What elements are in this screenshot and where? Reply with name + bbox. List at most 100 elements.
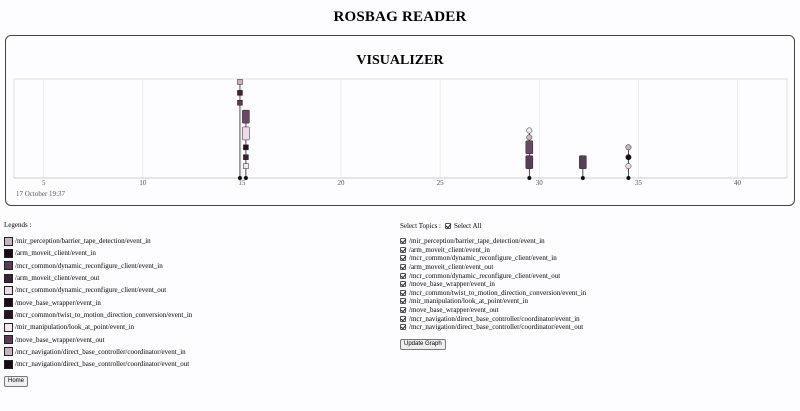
legend-swatch (4, 322, 13, 332)
legend-item: /mcr_common/dynamic_reconfigure_client/e… (4, 260, 192, 272)
legend-swatch (4, 248, 13, 258)
x-tick-label: 20 (338, 179, 346, 187)
legend-swatch (4, 261, 13, 271)
topic-label: /mcr_navigation/direct_base_controller/c… (409, 314, 580, 323)
select-topics-row: Select Topics : Select All (400, 222, 586, 230)
event-bar (242, 126, 250, 141)
event-marker (237, 100, 243, 106)
legend-label: /move_base_wrapper/event_in (15, 298, 101, 307)
legend-item: /move_base_wrapper/event_in (4, 296, 192, 308)
topic-item[interactable]: /mcr_common/dynamic_reconfigure_client/e… (400, 254, 586, 263)
legend-swatch (4, 347, 13, 357)
event-marker (243, 144, 249, 151)
event-bar (525, 155, 534, 169)
legend-item: /mir_perception/barrier_tape_detection/e… (4, 235, 192, 247)
event-dot (625, 154, 632, 161)
legend-swatch (4, 310, 13, 320)
topic-label: /move_base_wrapper/event_out (409, 306, 499, 315)
event-base-dot (580, 176, 585, 180)
legend-label: /mcr_common/dynamic_reconfigure_client/e… (15, 261, 163, 270)
event-marker (237, 90, 243, 96)
legend-item: /mcr_navigation/direct_base_controller/c… (4, 346, 192, 358)
topic-item[interactable]: /arm_moveit_client/event_out (400, 263, 586, 272)
legend-item: /mcr_common/dynamic_reconfigure_client/e… (4, 284, 192, 296)
event-bar (579, 155, 587, 169)
legend-item: /move_base_wrapper/event_out (4, 333, 192, 345)
legend-label: /mcr_common/dynamic_reconfigure_client/e… (15, 286, 167, 295)
topic-item[interactable]: /mir_manipulation/look_at_point/event_in (400, 297, 586, 306)
update-graph-button[interactable]: Update Graph (400, 339, 446, 350)
event-marker (243, 154, 249, 160)
legends-title: Legends : (4, 221, 32, 229)
topic-item[interactable]: /mcr_common/dynamic_reconfigure_client/e… (400, 271, 586, 280)
topic-item[interactable]: /arm_moveit_client/event_in (400, 246, 586, 255)
event-base-dot (527, 176, 532, 180)
visualizer-title: VISUALIZER (356, 53, 444, 68)
topic-checkbox[interactable] (400, 281, 406, 288)
x-tick-label: 35 (635, 179, 643, 187)
legend-label: /mcr_navigation/direct_base_controller/c… (15, 360, 190, 369)
topic-item[interactable]: /mcr_navigation/direct_base_controller/c… (400, 323, 586, 332)
legend-swatch (4, 298, 13, 308)
legend-swatch (4, 335, 13, 345)
legend-label: /mcr_common/twist_to_motion_direction_co… (15, 310, 193, 319)
topic-label: /arm_moveit_client/event_in (409, 245, 490, 254)
topic-label: /mcr_common/dynamic_reconfigure_client/e… (409, 271, 561, 280)
topic-label: /move_base_wrapper/event_in (409, 280, 495, 289)
page-title: ROSBAG READER (333, 9, 467, 25)
event-dot (526, 134, 533, 141)
legends-section: Legends : /mir_perception/barrier_tape_d… (4, 221, 192, 370)
legend-label: /arm_moveit_client/event_out (15, 274, 100, 283)
select-all-label[interactable]: Select All (454, 222, 482, 230)
legend-swatch (4, 273, 13, 283)
legend-item: /mir_manipulation/look_at_point/event_in (4, 321, 192, 333)
home-button[interactable]: Home (4, 376, 29, 387)
timeline-chart[interactable]: 5 10 15 20 25 30 35 40 17 October 19:37 (6, 36, 794, 205)
legend-item: /arm_moveit_client/event_in (4, 247, 192, 259)
timeline-date-label: 17 October 19:37 (16, 190, 65, 198)
event-dot (625, 163, 632, 170)
legends-list: /mir_perception/barrier_tape_detection/e… (4, 235, 192, 370)
topic-label: /mir_manipulation/look_at_point/event_in (409, 297, 528, 306)
topic-checkbox[interactable] (400, 238, 406, 245)
topic-item[interactable]: /move_base_wrapper/event_out (400, 306, 586, 315)
event-bar (242, 109, 250, 124)
topic-item[interactable]: /mcr_common/twist_to_motion_direction_co… (400, 289, 586, 298)
visualizer-panel: VISUALIZER 5 10 15 20 25 30 35 40 17 October 19… (5, 35, 795, 206)
topic-checkbox[interactable] (400, 298, 406, 305)
event-bar (525, 140, 534, 155)
topic-checkbox[interactable] (400, 315, 406, 322)
topic-checkbox[interactable] (400, 272, 406, 279)
timeline-events (237, 79, 632, 170)
topic-label: /mcr_navigation/direct_base_controller/c… (409, 323, 584, 332)
timeline-grid (14, 79, 787, 179)
x-tick-label: 30 (536, 179, 544, 187)
event-base-dot (626, 176, 631, 180)
topic-item[interactable]: /mcr_navigation/direct_base_controller/c… (400, 314, 586, 323)
event-marker (237, 79, 243, 85)
legend-item: /arm_moveit_client/event_out (4, 272, 192, 284)
event-base-dot (237, 176, 242, 180)
event-dot (625, 144, 632, 151)
legend-label: /mir_manipulation/look_at_point/event_in (15, 323, 134, 332)
legend-label: /arm_moveit_client/event_in (15, 249, 96, 258)
topic-checkbox[interactable] (400, 307, 406, 314)
select-all-checkbox[interactable] (445, 223, 451, 229)
topic-checkbox[interactable] (400, 255, 406, 262)
timeline-ticks: 5 10 15 20 25 30 35 40 (42, 179, 741, 187)
select-topics-label: Select Topics : (400, 222, 441, 230)
x-tick-label: 15 (238, 179, 246, 187)
x-tick-label: 10 (139, 179, 147, 187)
topic-checkbox[interactable] (400, 289, 406, 296)
topic-checkbox[interactable] (400, 264, 406, 271)
event-dot (526, 127, 533, 134)
legend-item: /mcr_navigation/direct_base_controller/c… (4, 358, 192, 370)
x-tick-label: 40 (734, 179, 742, 187)
topic-checkbox[interactable] (400, 324, 406, 331)
legend-swatch (4, 236, 13, 246)
legend-swatch (4, 359, 13, 369)
topic-item[interactable]: /mir_perception/barrier_tape_detection/e… (400, 237, 586, 246)
topic-checkbox[interactable] (400, 246, 406, 253)
topic-item[interactable]: /move_base_wrapper/event_in (400, 280, 586, 289)
topics-list: /mir_perception/barrier_tape_detection/e… (400, 237, 586, 332)
